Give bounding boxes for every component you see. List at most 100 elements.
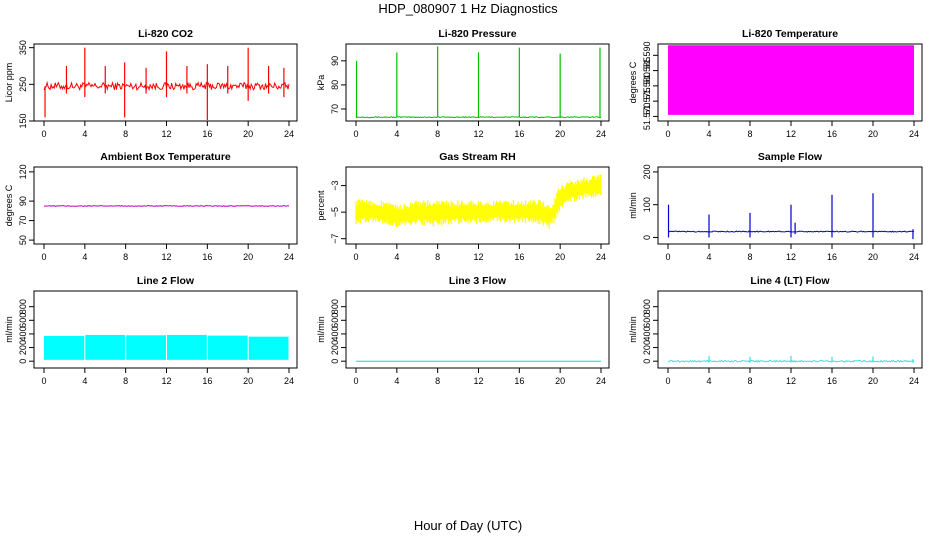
y-axis-label: ml/min	[4, 316, 14, 343]
x-tick-label: 8	[435, 252, 440, 262]
y-tick-label: 0	[18, 359, 28, 364]
x-tick-label: 0	[41, 376, 46, 386]
plot-frame	[33, 166, 298, 245]
x-tick-label: 8	[435, 376, 440, 386]
x-tick-label: 12	[473, 129, 483, 139]
y-axis-label: percent	[316, 190, 326, 221]
x-tick-label: 24	[909, 376, 919, 386]
figure-title: HDP_080907 1 Hz Diagnostics	[378, 1, 558, 16]
chart-panel-2: Li-820 Pressure 0 4 8 12 16 20 24 70 80 90 kPa	[316, 28, 610, 139]
flow-band-2	[85, 334, 126, 360]
x-tick-label: 20	[868, 252, 878, 262]
rh-noise-band	[355, 174, 602, 230]
x-tick-label: 4	[394, 252, 399, 262]
y-tick-label: 80	[330, 80, 340, 90]
x-tick-label: 0	[353, 252, 358, 262]
x-tick-label: 4	[82, 129, 87, 139]
x-tick-label: 12	[473, 376, 483, 386]
x-tick-label: 16	[827, 376, 837, 386]
series-line-2-flow	[44, 334, 289, 360]
plot-frame	[657, 43, 923, 122]
plot-frame	[33, 43, 298, 122]
x-tick-label: 16	[202, 252, 212, 262]
y-tick-label: 200	[642, 340, 652, 355]
plot-frame	[345, 166, 610, 245]
y-tick-label: 200	[18, 340, 28, 355]
x-tick-label: 4	[82, 376, 87, 386]
y-tick-label: 200	[642, 164, 652, 179]
x-tick-label: 4	[706, 129, 711, 139]
plot-frame	[657, 166, 923, 245]
x-tick-label: 0	[665, 129, 670, 139]
chart-title: Ambient Box Temperature	[100, 151, 231, 163]
y-tick-label: 70	[18, 216, 28, 226]
y-tick-label: 800	[18, 299, 28, 314]
chart-title: Line 2 Flow	[137, 275, 195, 287]
x-tick-label: 4	[706, 252, 711, 262]
plot-frame	[345, 43, 610, 122]
x-tick-label: 16	[514, 376, 524, 386]
y-tick-label: 400	[18, 326, 28, 341]
x-tick-label: 24	[284, 252, 294, 262]
x-tick-label: 12	[786, 129, 796, 139]
x-tick-label: 16	[827, 252, 837, 262]
x-tick-label: 8	[435, 129, 440, 139]
y-axis-label: ml/min	[316, 316, 326, 343]
y-tick-label: 200	[330, 340, 340, 355]
x-tick-label: 12	[161, 129, 171, 139]
chart-panel-6: Sample Flow 0 4 8 12 16 20 24 0 100 200 ml/min	[628, 151, 923, 262]
x-tick-label: 0	[665, 376, 670, 386]
chart-title: Sample Flow	[758, 151, 823, 163]
y-tick-label: 90	[330, 56, 340, 66]
flow-band-6	[248, 336, 289, 360]
y-axis-label: ml/min	[628, 316, 638, 343]
x-tick-label: 20	[868, 129, 878, 139]
y-tick-label: 0	[642, 235, 652, 240]
y-tick-label: 400	[330, 326, 340, 341]
y-tick-label: 51.585	[642, 57, 652, 85]
x-tick-label: 20	[555, 252, 565, 262]
x-tick-label: 0	[665, 252, 670, 262]
chart-panel-9: Line 4 (LT) Flow 0 4 8 12 16 20 24 0 200400600800…	[628, 275, 923, 386]
x-tick-label: 12	[786, 376, 796, 386]
series-temperature	[668, 45, 914, 115]
x-tick-label: 12	[161, 376, 171, 386]
x-tick-label: 8	[123, 376, 128, 386]
series-sample-flow	[667, 193, 915, 240]
x-tick-label: 4	[706, 376, 711, 386]
x-tick-label: 24	[909, 252, 919, 262]
x-tick-label: 12	[161, 252, 171, 262]
x-tick-label: 20	[243, 129, 253, 139]
x-tick-label: 8	[123, 129, 128, 139]
y-axis-label: Licor ppm	[4, 63, 14, 103]
y-axis-label: kPa	[316, 75, 326, 91]
x-tick-label: 24	[909, 129, 919, 139]
x-tick-label: 8	[747, 376, 752, 386]
y-tick-label: 150	[18, 113, 28, 128]
series-line-4-flow	[667, 355, 915, 363]
y-tick-label: 400	[642, 326, 652, 341]
x-tick-label: 0	[41, 252, 46, 262]
y-axis-label: ml/min	[628, 192, 638, 219]
x-tick-label: 16	[202, 129, 212, 139]
series-line	[43, 205, 290, 207]
chart-panel-4: Ambient Box Temperature 0 4 8 12 16 20 24 50 70 90…	[4, 151, 298, 262]
y-tick-label: 51.590	[642, 42, 652, 70]
plot-frame	[33, 290, 298, 369]
x-tick-label: 24	[596, 252, 606, 262]
temperature-band	[668, 45, 914, 115]
y-tick-label: 600	[642, 313, 652, 328]
x-tick-label: 24	[596, 129, 606, 139]
y-tick-label: 800	[642, 299, 652, 314]
series-rh	[355, 174, 602, 230]
x-tick-label: 0	[353, 129, 358, 139]
x-tick-label: 20	[555, 376, 565, 386]
series-co2	[43, 47, 290, 120]
plot-frame	[345, 290, 610, 369]
y-tick-label: 600	[330, 313, 340, 328]
y-tick-label: 120	[18, 164, 28, 179]
y-axis-label: degrees C	[4, 184, 14, 226]
